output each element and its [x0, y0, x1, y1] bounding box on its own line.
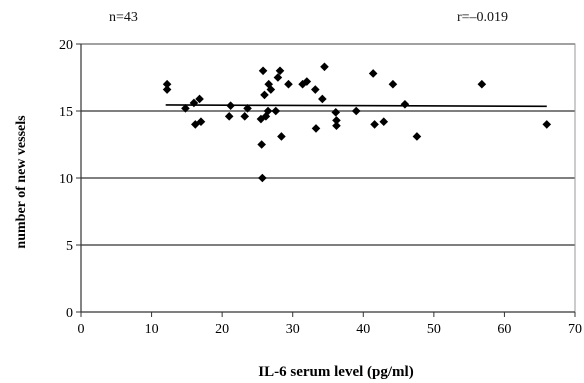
- x-tick-label-0: 0: [78, 322, 85, 337]
- data-point-12: [257, 140, 266, 149]
- data-point-33: [332, 121, 341, 131]
- data-point-29: [318, 94, 327, 104]
- data-point-30: [320, 62, 329, 72]
- data-point-5: [195, 94, 204, 104]
- data-point-7: [226, 101, 235, 110]
- tick-labels: 0 5 10 15 20 0 10 20 30 40 50 60 70: [59, 38, 582, 337]
- x-tick-label-20: 20: [215, 322, 229, 337]
- x-tick-label-60: 60: [497, 322, 511, 337]
- data-point-37: [379, 117, 389, 127]
- x-tick-label-10: 10: [145, 322, 159, 337]
- data-point-23: [277, 132, 286, 141]
- data-point-28: [311, 124, 321, 133]
- data-point-24: [284, 79, 293, 89]
- data-point-42: [542, 120, 552, 129]
- data-point-15: [260, 90, 269, 100]
- data-point-41: [477, 79, 487, 89]
- data-point-0: [162, 79, 172, 89]
- y-tick-label-0: 0: [66, 306, 73, 321]
- data-point-2: [181, 104, 190, 113]
- data-point-17: [263, 106, 273, 116]
- data-point-21: [273, 73, 283, 82]
- trend-line: [165, 104, 547, 108]
- trend-line-group: [165, 104, 547, 108]
- y-tick-label-15: 15: [59, 105, 73, 120]
- x-tick-label-40: 40: [356, 322, 370, 337]
- data-point-9: [240, 112, 250, 121]
- x-tick-label-70: 70: [568, 322, 582, 337]
- y-tick-label-20: 20: [59, 38, 73, 53]
- y-tick-label-10: 10: [59, 172, 73, 187]
- data-point-1: [162, 85, 172, 94]
- data-point-39: [400, 100, 410, 109]
- data-point-35: [368, 69, 378, 78]
- grid-lines: [81, 43, 575, 246]
- y-axis-label: number of new vessels: [14, 115, 29, 249]
- data-point-19: [266, 85, 276, 94]
- data-point-22: [275, 66, 285, 76]
- data-point-27: [310, 85, 320, 94]
- data-point-38: [388, 79, 398, 89]
- data-point-36: [370, 120, 379, 129]
- data-point-13: [258, 173, 267, 183]
- data-point-26: [302, 77, 312, 86]
- data-point-34: [351, 106, 361, 116]
- r-annotation: r=–0.019: [457, 10, 509, 25]
- data-point-8: [224, 112, 234, 121]
- data-points: [162, 62, 552, 183]
- data-point-32: [332, 116, 341, 125]
- data-point-40: [412, 132, 422, 141]
- data-point-14: [258, 66, 268, 76]
- data-point-10: [243, 104, 252, 113]
- x-tick-label-30: 30: [286, 322, 300, 337]
- y-tick-label-5: 5: [66, 239, 73, 254]
- x-axis-label: IL-6 serum level (pg/ml): [258, 364, 413, 380]
- axes: [76, 43, 576, 317]
- n-annotation: n=43: [109, 10, 138, 25]
- data-point-3: [189, 98, 199, 108]
- data-point-20: [271, 106, 281, 116]
- data-point-31: [331, 108, 341, 117]
- data-point-6: [196, 117, 206, 127]
- x-tick-label-50: 50: [427, 322, 441, 337]
